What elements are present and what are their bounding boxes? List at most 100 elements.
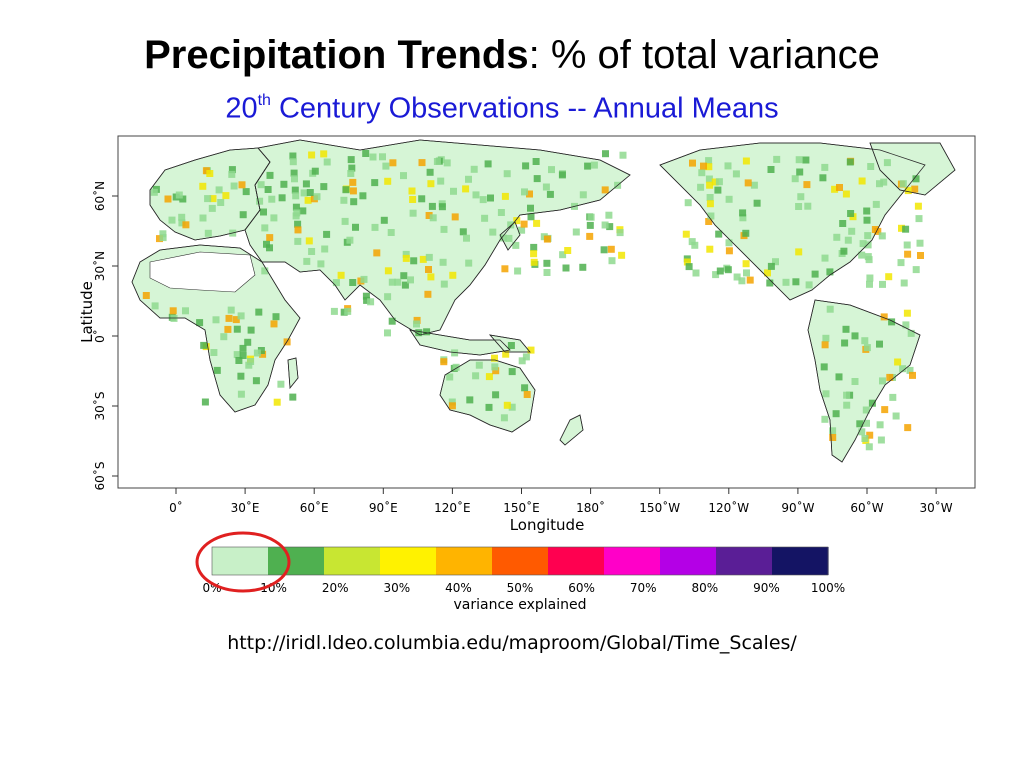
variance-cell [559,251,567,259]
variance-cell [842,325,850,333]
variance-cell [352,223,359,231]
y-tick-label: 30˚S [92,392,107,421]
variance-cell [821,415,829,423]
variance-cell [237,390,245,398]
variance-cell [440,358,448,366]
variance-cell [508,403,516,411]
variance-cell [425,212,433,219]
variance-cell [706,194,714,201]
variance-cell [791,175,799,183]
variance-cell [260,208,267,216]
variance-cell [501,265,509,273]
variance-cell [605,211,613,219]
coastline [439,359,536,433]
variance-cell [349,279,357,286]
variance-cell [706,181,714,189]
variance-cell [244,338,252,346]
variance-cell [543,235,551,243]
variance-cell [317,260,325,268]
variance-cell [479,196,487,204]
variance-cell [373,249,381,257]
variance-cell [705,157,713,165]
variance-cell [518,226,526,234]
variance-cell [616,229,624,237]
variance-cell [401,281,409,289]
slide-title-bold: Precipitation Trends [144,33,529,77]
x-tick-label: 30˚W [920,500,953,515]
variance-cell [151,302,159,310]
variance-cell [739,209,747,217]
variance-cell [472,191,480,199]
variance-cell [864,232,872,240]
source-url[interactable]: http://iridl.ldeo.columbia.edu/maproom/G… [227,632,797,654]
variance-cell [321,245,329,253]
variance-cell [245,361,253,369]
variance-cell [427,273,435,281]
variance-cell [724,266,732,274]
variance-cell [840,247,848,255]
variance-cell [590,161,598,169]
coastline [409,329,511,356]
variance-cell [772,258,779,266]
variance-cell [844,236,852,244]
variance-cell [858,177,866,185]
variance-cell [400,272,408,280]
variance-cell [278,194,286,202]
variance-cell [408,187,416,195]
variance-cell [698,169,706,177]
variance-cell [199,214,207,222]
variance-cell [900,279,908,287]
variance-cell [520,220,528,228]
variance-cell [744,179,752,187]
variance-cell [618,251,626,259]
variance-cell [803,181,811,189]
variance-cell [767,262,775,270]
variance-cell [714,186,722,194]
variance-cell [268,195,276,203]
variance-cell [201,398,209,406]
colorbar-segment [212,547,269,575]
variance-cell [522,353,530,361]
variance-cell [210,349,218,356]
x-tick-label: 180˚ [576,500,605,515]
variance-cell [530,258,538,266]
variance-cell [865,256,873,264]
variance-cell [360,275,368,283]
colorbar-label: variance explained [454,597,587,613]
variance-cell [294,237,302,245]
variance-cell [427,180,435,188]
variance-cell [619,151,627,159]
variance-cell [492,367,500,375]
variance-cell [866,431,874,439]
variance-cell [684,199,692,207]
variance-cell [367,298,375,306]
variance-cell [311,167,319,175]
variance-cell [697,183,705,191]
variance-cell [159,230,167,238]
variance-cell [819,174,827,182]
variance-cell [237,372,245,380]
variance-cell [607,245,615,253]
coastline-layer [131,139,956,463]
variance-cell [233,325,241,333]
x-tick-label: 0˚ [169,500,183,515]
variance-cell [795,156,803,164]
variance-cell [212,316,220,324]
variance-cell [289,393,297,401]
variance-cell [418,159,426,167]
variance-cell [858,428,866,436]
variance-cell [273,398,281,406]
variance-cell [213,366,221,374]
variance-cell [230,182,238,190]
variance-cell [425,253,433,261]
variance-cell [859,240,867,248]
variance-cell [879,280,886,288]
variance-cell [907,329,915,337]
variance-cell [382,162,390,170]
coastline [287,357,299,390]
variance-cell [858,251,866,259]
variance-cell [725,247,733,255]
variance-cell [836,184,843,191]
variance-cell [489,228,497,236]
variance-cell [247,358,255,365]
